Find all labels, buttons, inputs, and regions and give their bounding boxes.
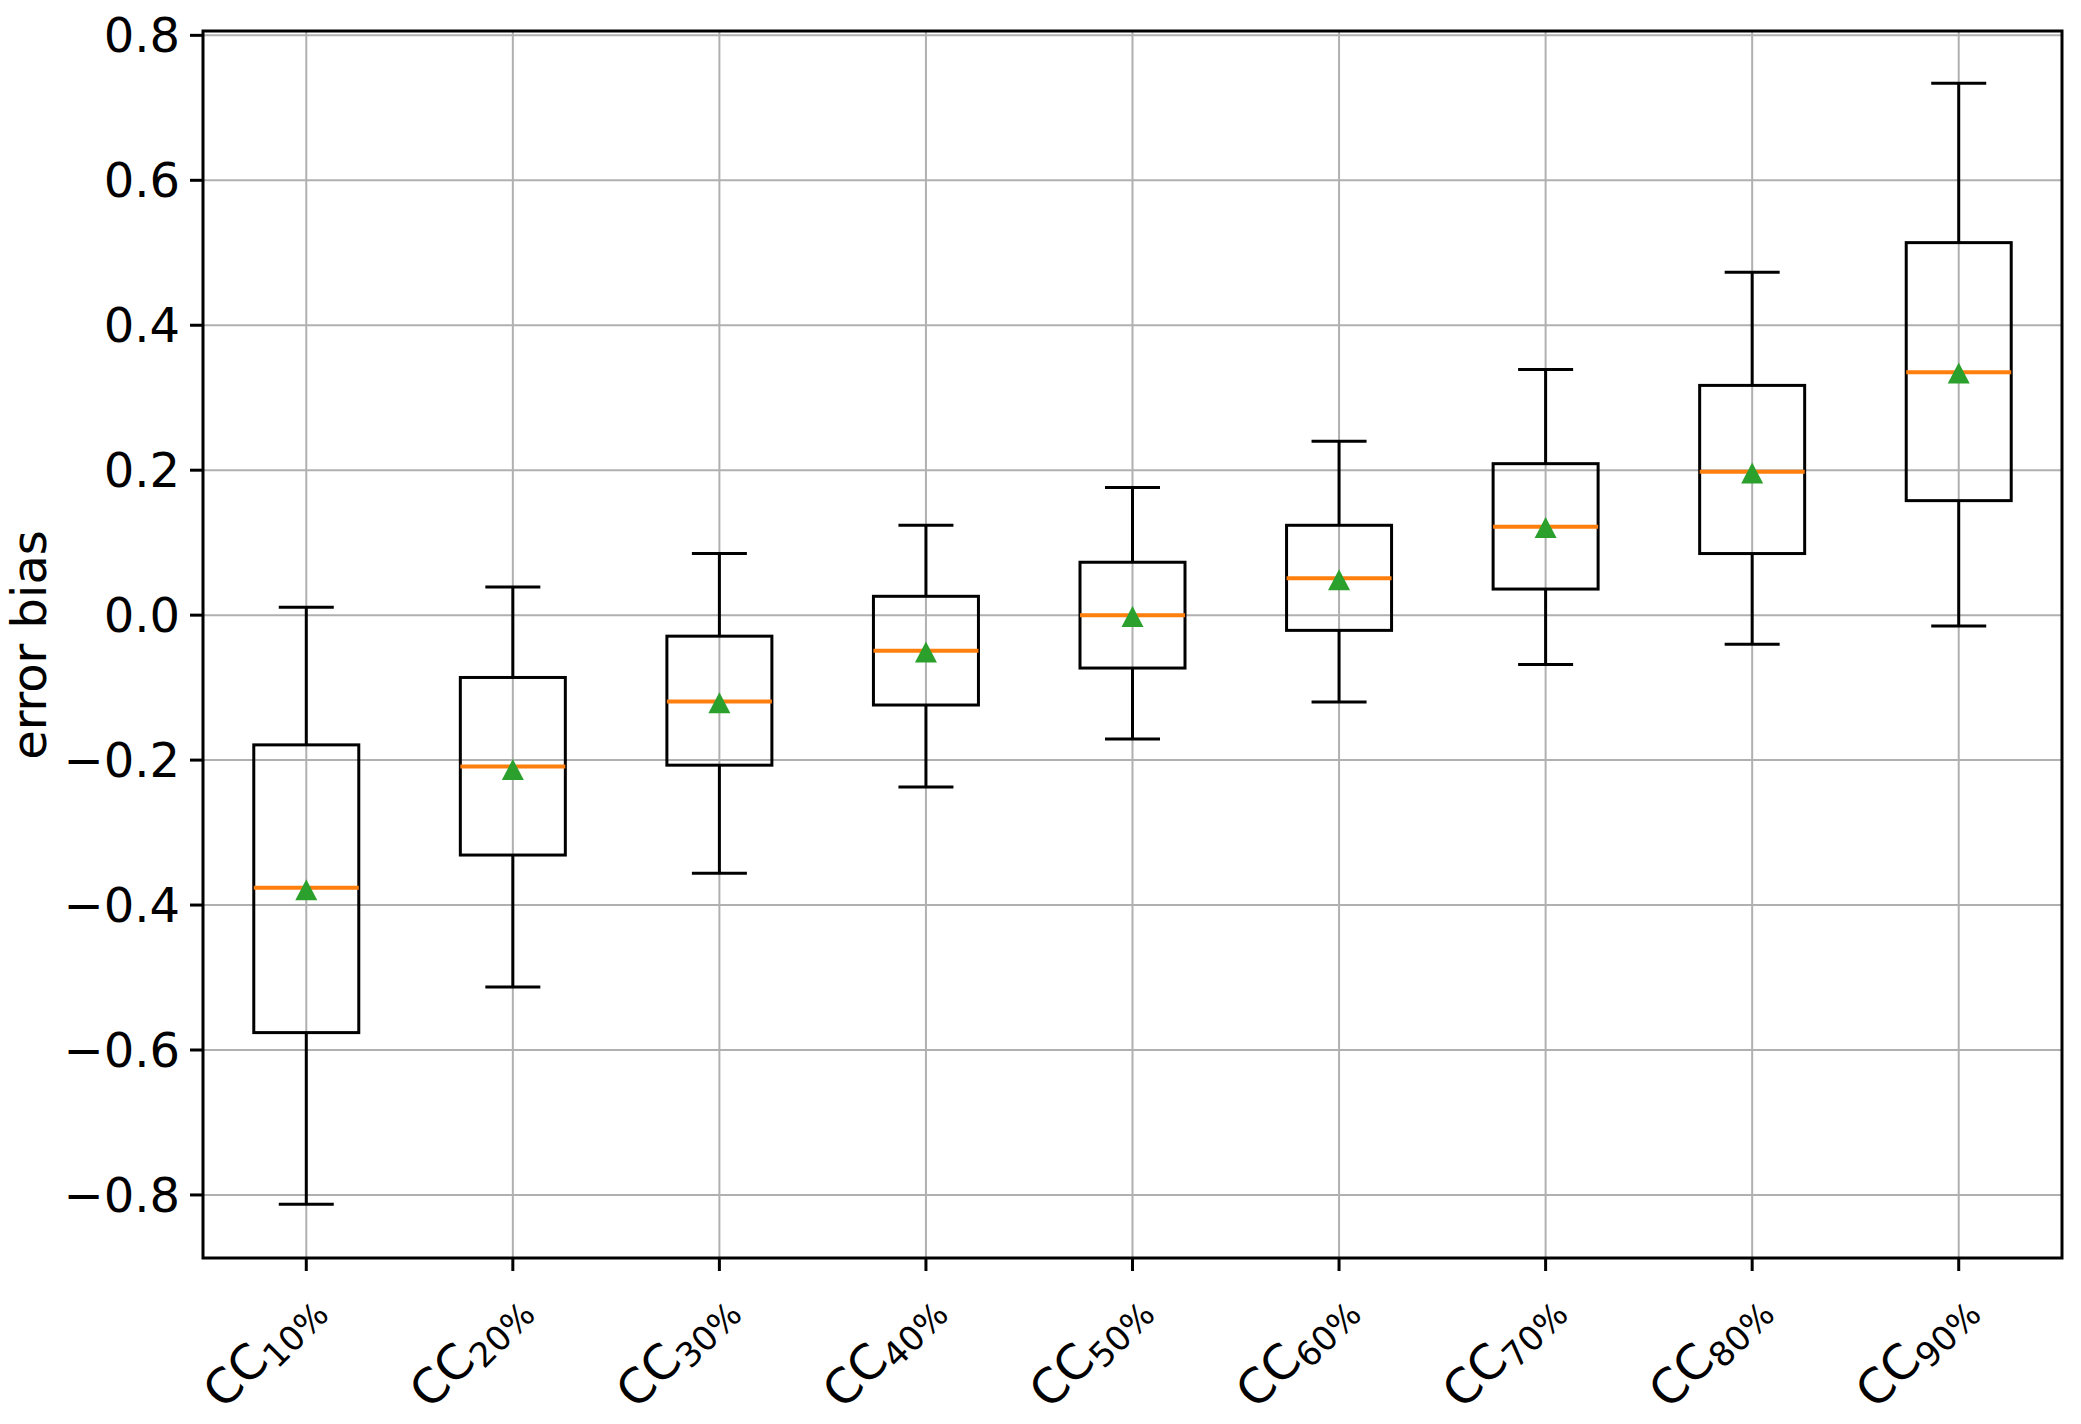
y-tick-label: 0.0 xyxy=(104,587,180,643)
y-tick-label: 0.6 xyxy=(104,152,180,208)
y-tick-label: −0.8 xyxy=(63,1167,180,1223)
y-tick-label: −0.4 xyxy=(63,877,180,933)
y-axis-title: error bias xyxy=(1,530,57,760)
y-tick-label: −0.6 xyxy=(63,1022,180,1078)
figure-background xyxy=(0,0,2081,1424)
y-tick-label: −0.2 xyxy=(63,732,180,788)
boxplot-figure: 0.80.60.40.20.0−0.2−0.4−0.6−0.8CC10%CC20… xyxy=(0,0,2081,1424)
boxplot-chart: 0.80.60.40.20.0−0.2−0.4−0.6−0.8CC10%CC20… xyxy=(0,0,2081,1424)
y-tick-label: 0.8 xyxy=(104,7,180,63)
y-tick-label: 0.2 xyxy=(104,442,180,498)
y-tick-label: 0.4 xyxy=(104,297,180,353)
